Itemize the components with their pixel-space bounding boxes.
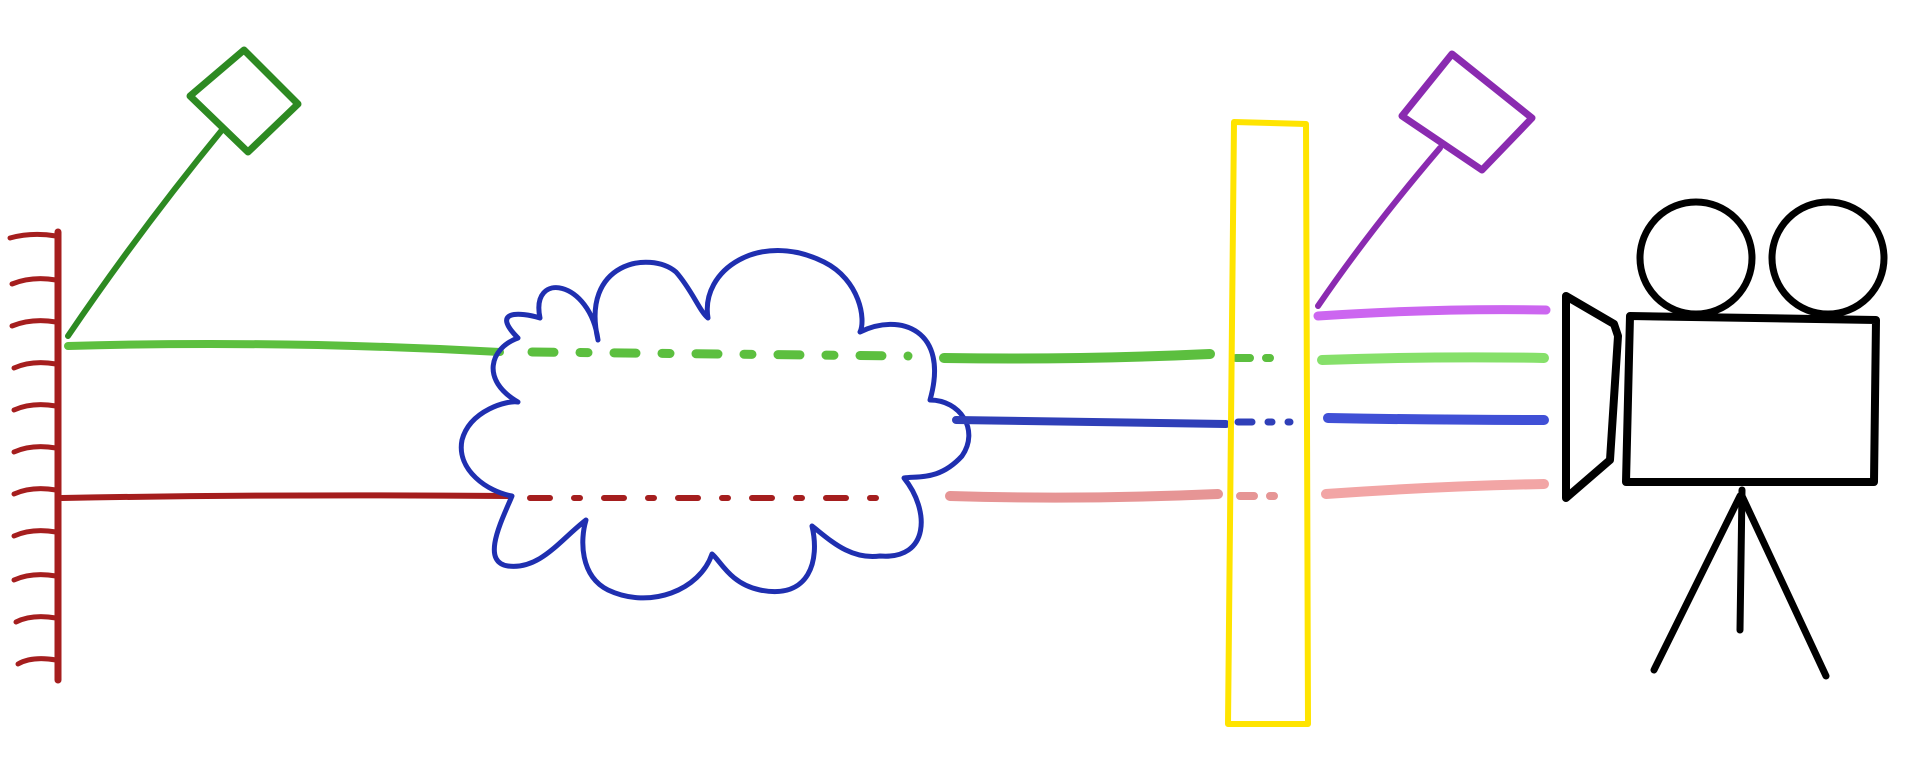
red-beam-outgoing: [1321, 479, 1549, 499]
green-beam-in-cloud: [527, 347, 913, 361]
green-beam-incoming: [64, 340, 504, 356]
purple-lamp-icon: [1315, 50, 1536, 309]
blue-beam-middle: [952, 416, 1230, 428]
mirror-wall-icon: [7, 228, 62, 684]
green-lamp-icon: [65, 46, 302, 339]
red-beam-incoming: [59, 492, 511, 501]
movie-camera-icon: [1562, 198, 1888, 680]
filter-plate-icon: [1225, 119, 1311, 727]
blue-beam-outgoing: [1323, 413, 1549, 425]
green-beam-outgoing: [1317, 352, 1549, 365]
cloud-icon: [458, 248, 972, 601]
red-beam-middle: [945, 489, 1223, 503]
purple-beam: [1313, 305, 1551, 321]
green-beam-middle: [939, 349, 1215, 364]
